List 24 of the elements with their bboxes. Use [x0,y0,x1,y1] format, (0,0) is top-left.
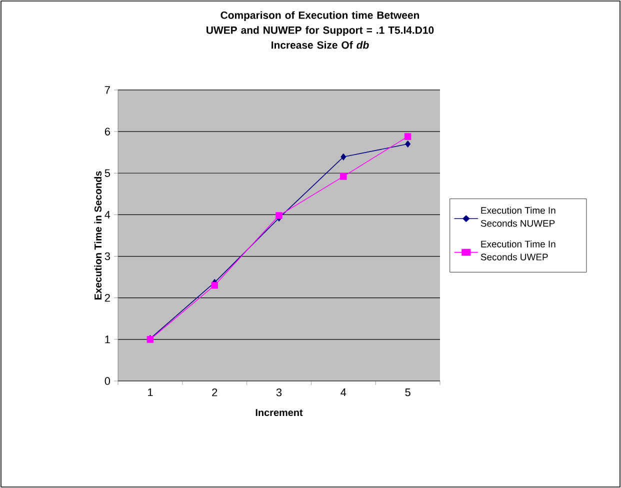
y-axis-title: Execution Time in Seconds [94,171,102,300]
y-tick-label: 4 [104,210,110,218]
chart-subtitle: Increase Size Of db [272,41,369,49]
x-tick-label: 4 [340,388,346,396]
x-tick-label: 5 [405,388,410,396]
point [404,133,412,140]
x-tick-label: 3 [276,388,282,396]
x-axis-title: Increment [256,409,303,416]
legend-label: Execution Time In Seconds NUWEP [480,206,556,227]
point [340,154,346,160]
y-tick-label: 2 [104,294,110,302]
point [276,212,282,219]
y-tick-label: 7 [104,86,110,94]
legend-label: Execution Time In Seconds UWEP [480,240,556,260]
y-tick-label: 5 [104,169,110,177]
y-tick-label: 1 [105,336,110,344]
x-tick-label: 2 [212,388,218,396]
point [405,140,410,148]
y-tick-label: 3 [104,252,110,260]
y-tick-label: 0 [104,377,110,385]
point [340,173,347,180]
x-tick-label: 1 [148,388,153,396]
point [211,282,218,289]
y-tick-label: 6 [104,128,110,136]
